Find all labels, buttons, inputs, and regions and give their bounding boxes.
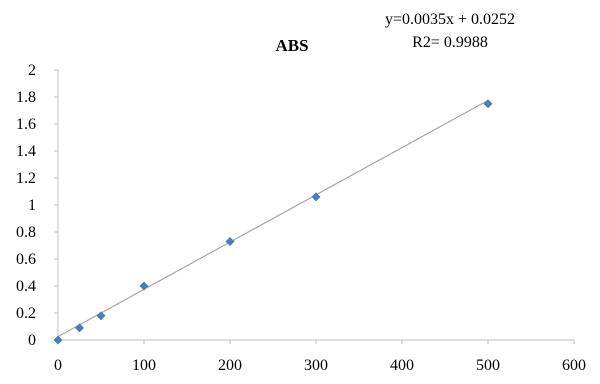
y-tick-label: 1.4 xyxy=(16,143,36,160)
y-tick-label: 0.2 xyxy=(16,305,36,322)
chart-title: ABS xyxy=(275,36,308,55)
data-points xyxy=(53,99,493,345)
y-tick-label: 0.4 xyxy=(16,278,36,295)
x-tick-label: 100 xyxy=(132,357,156,374)
data-point xyxy=(139,281,149,291)
data-point xyxy=(225,236,235,246)
x-tick-label: 200 xyxy=(218,357,242,374)
y-axis: 0 0.2 0.4 0.6 0.8 1 1.2 1.4 1.6 1.8 2 xyxy=(16,62,59,349)
data-point xyxy=(75,323,84,333)
y-tick-label: 2 xyxy=(28,62,36,79)
x-tick-label: 0 xyxy=(54,357,62,374)
trendline xyxy=(57,99,489,338)
y-tick-label: 1 xyxy=(28,197,36,214)
data-point xyxy=(311,192,321,202)
y-tick-label: 0.6 xyxy=(16,251,36,268)
trendline-group xyxy=(57,99,489,338)
x-axis: 0 100 200 300 400 500 600 xyxy=(54,339,586,374)
x-tick-label: 300 xyxy=(304,357,328,374)
data-point xyxy=(53,335,63,345)
y-tick-label: 1.8 xyxy=(16,89,36,106)
x-tick-label: 600 xyxy=(562,357,586,374)
x-tick-label: 500 xyxy=(476,357,500,374)
y-tick-label: 1.6 xyxy=(16,116,36,133)
r-squared-label: R2= 0.9988 xyxy=(412,34,488,51)
x-tick-label: 400 xyxy=(390,357,414,374)
trendline-equation: y=0.0035x + 0.0252 xyxy=(385,11,515,28)
data-point xyxy=(96,311,106,321)
y-tick-label: 0 xyxy=(28,332,36,349)
y-tick-label: 0.8 xyxy=(16,224,36,241)
data-point xyxy=(483,99,493,109)
y-tick-label: 1.2 xyxy=(16,170,36,187)
